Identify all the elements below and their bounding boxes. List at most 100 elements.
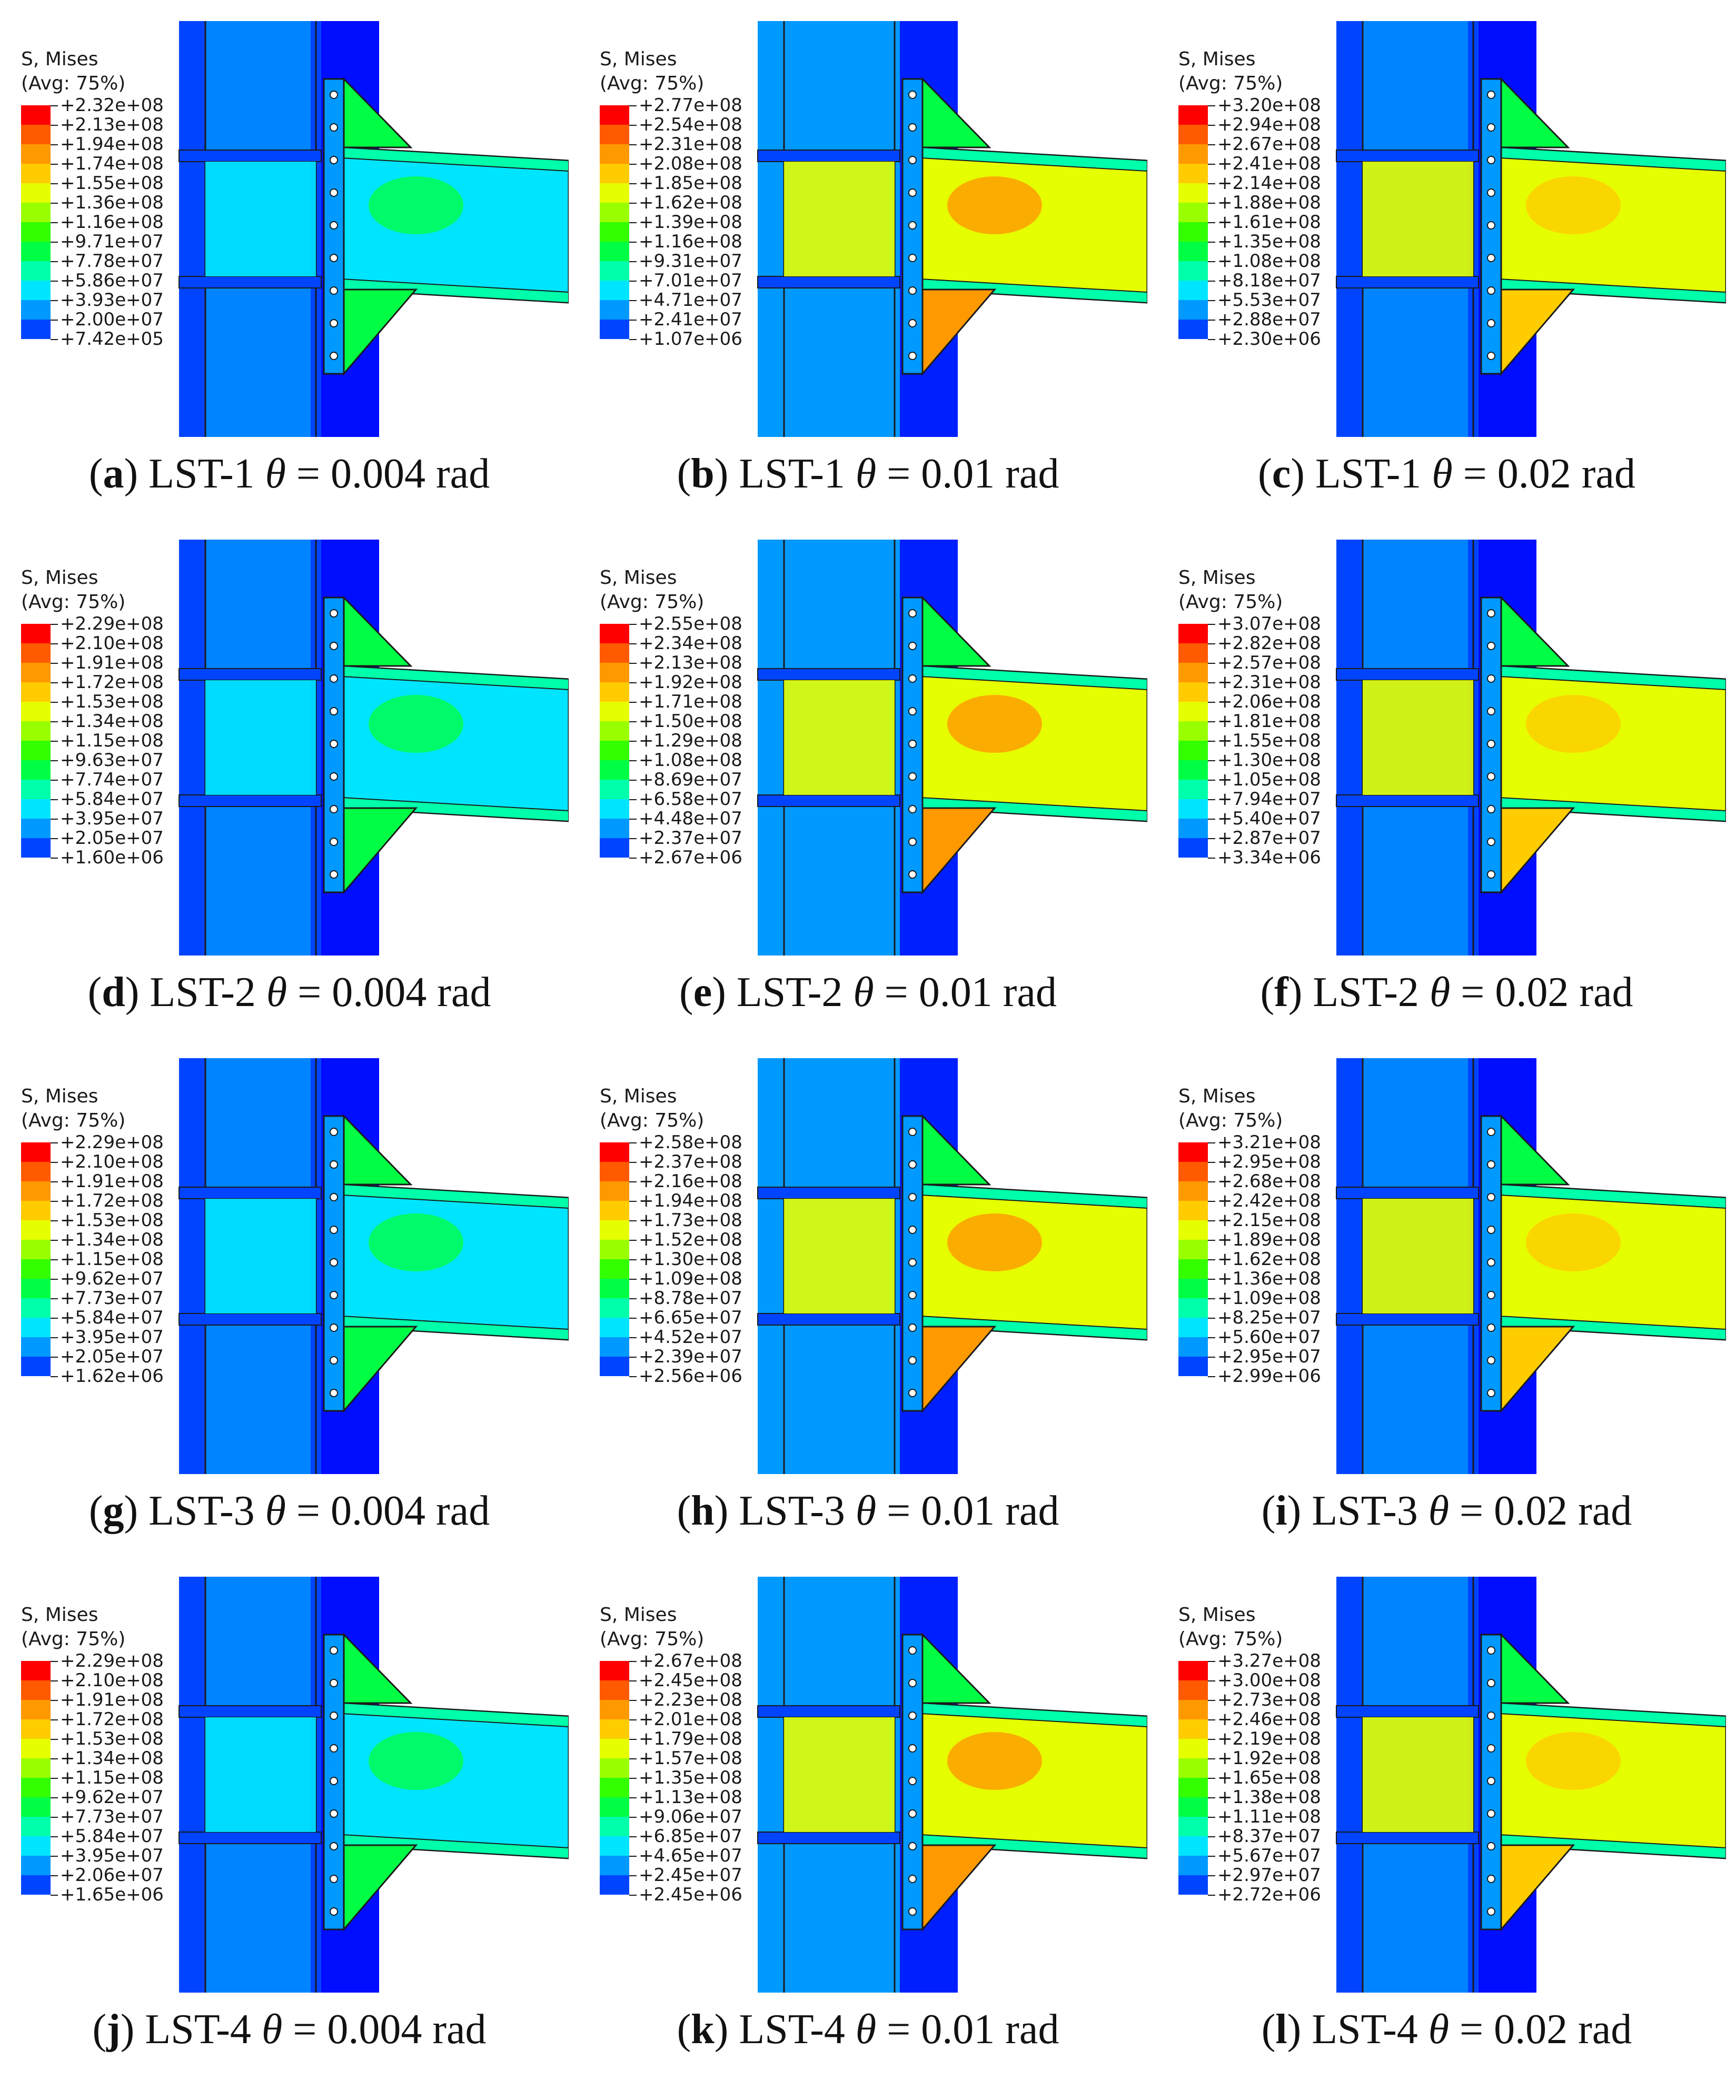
beam-web <box>1499 146 1726 304</box>
bolt-marker <box>1487 91 1495 99</box>
legend-color-swatch <box>21 1357 51 1376</box>
legend-colorbar: +2.77e+08 +2.54e+08 +2.31e+08 +2.08e+08 +1.8… <box>600 96 779 348</box>
legend-tick <box>1208 261 1215 262</box>
legend-subtitle: (Avg: 75%) <box>1178 1628 1283 1650</box>
legend-color-swatch <box>1178 1279 1208 1298</box>
top-stiffener-triangle <box>343 1633 413 1704</box>
legend-color-swatch <box>1178 838 1208 858</box>
legend-tick <box>629 1836 637 1837</box>
legend-color-swatch <box>1178 721 1208 741</box>
panel-caption: (d) LST-2 θ = 0.004 rad <box>87 969 491 1016</box>
legend-color-swatch <box>1178 1700 1208 1719</box>
figure-panel-f: S, Mises (Avg: 75%) +3.07e+08 +2.82e+08 +2.5… <box>1157 519 1736 1037</box>
legend-title: S, Mises <box>600 567 677 589</box>
beam-web <box>341 665 569 822</box>
legend-level-label: +1.91e+08 <box>60 1689 164 1710</box>
legend-color-swatch <box>1178 222 1208 242</box>
legend-tick <box>51 1298 58 1299</box>
top-stiffener-triangle <box>1500 1114 1570 1186</box>
legend-level-label: +1.11e+08 <box>1217 1806 1321 1827</box>
bolt-marker <box>330 221 338 230</box>
stress-concentration-zone <box>947 176 1042 234</box>
specimen-name: LST-1 <box>148 451 255 497</box>
legend-color-swatch <box>21 203 51 222</box>
legend-level-label: +1.53e+08 <box>60 1728 164 1749</box>
bolt-marker <box>1487 221 1495 230</box>
legend-tick <box>51 1856 58 1857</box>
legend-level-label: +2.42e+08 <box>1217 1190 1321 1211</box>
specimen-name: LST-2 <box>150 969 256 1016</box>
legend-level-label: +2.73e+08 <box>1217 1689 1321 1710</box>
theta-symbol: θ <box>1417 1488 1460 1534</box>
contour-legend: S, Mises (Avg: 75%) +2.67e+08 +2.45e+08 +2.2… <box>600 1603 779 1904</box>
legend-color-swatch <box>21 1220 51 1240</box>
figure-panel-l: S, Mises (Avg: 75%) +3.27e+08 +3.00e+08 +2.7… <box>1157 1556 1736 2074</box>
legend-subtitle: (Avg: 75%) <box>600 1110 705 1131</box>
legend-level-label: +2.41e+08 <box>1217 153 1321 174</box>
legend-color-swatch <box>600 1758 629 1778</box>
legend-tick <box>1208 760 1215 761</box>
legend-tick <box>629 741 637 742</box>
panel-letter: e <box>693 969 712 1016</box>
bolt-marker <box>1487 674 1495 683</box>
legend-subtitle: (Avg: 75%) <box>21 1110 126 1131</box>
legend-level-label: +2.54e+08 <box>639 114 742 135</box>
legend-level-label: +6.85e+07 <box>639 1826 742 1847</box>
legend-tick <box>1208 105 1215 106</box>
legend-tick <box>629 1357 637 1358</box>
legend-tick <box>629 819 637 820</box>
legend-level-label: +2.29e+08 <box>60 613 164 634</box>
legend-level-label: +5.84e+07 <box>60 1826 164 1847</box>
bolt-marker <box>1487 156 1495 164</box>
legend-tick <box>1208 624 1215 625</box>
legend-level-label: +5.86e+07 <box>60 270 164 291</box>
continuity-plate-bottom <box>1336 1832 1479 1844</box>
legend-level-label: +2.34e+08 <box>639 633 742 654</box>
specimen-name: LST-1 <box>1315 451 1422 497</box>
legend-tick <box>51 1797 58 1798</box>
legend-tick <box>629 760 637 761</box>
legend-level-label: +1.15e+08 <box>60 730 164 751</box>
top-stiffener-triangle <box>1500 77 1570 148</box>
legend-tick <box>629 799 637 800</box>
legend-tick <box>51 799 58 800</box>
panel-letter: g <box>103 1488 124 1534</box>
legend-colorbar: +2.32e+08 +2.13e+08 +1.94e+08 +1.74e+08 +1.5… <box>21 96 200 348</box>
legend-tick <box>51 1895 58 1896</box>
continuity-plate-top <box>1336 668 1479 681</box>
legend-tick <box>629 682 637 683</box>
legend-tick <box>629 1376 637 1377</box>
stress-concentration-zone <box>369 176 463 234</box>
legend-color-swatch <box>600 799 629 819</box>
legend-title: S, Mises <box>600 1086 677 1107</box>
beam-web <box>920 665 1147 822</box>
legend-color-swatch <box>600 1318 629 1337</box>
legend-subtitle: (Avg: 75%) <box>600 591 705 613</box>
legend-level-label: +2.88e+07 <box>1217 309 1321 330</box>
legend-color-swatch <box>21 624 51 643</box>
legend-tick <box>51 780 58 781</box>
legend-level-label: +1.72e+08 <box>60 672 164 693</box>
top-stiffener-triangle <box>343 1114 413 1186</box>
legend-tick <box>629 1181 637 1182</box>
continuity-plate-top <box>178 150 322 162</box>
legend-tick <box>51 164 58 165</box>
legend-level-label: +2.41e+07 <box>639 309 742 330</box>
legend-tick <box>51 1142 58 1143</box>
rotation-value: = 0.004 rad <box>296 451 490 497</box>
panel-caption: (c) LST-1 θ = 0.02 rad <box>1258 451 1635 497</box>
bolt-marker <box>330 156 338 164</box>
legend-level-label: +1.16e+08 <box>639 231 742 252</box>
stress-concentration-zone <box>369 1213 463 1271</box>
legend-color-swatch <box>21 760 51 780</box>
contour-legend: S, Mises (Avg: 75%) +3.07e+08 +2.82e+08 +2.5… <box>1178 566 1357 867</box>
legend-color-swatch <box>1178 164 1208 183</box>
panel-caption: (i) LST-3 θ = 0.02 rad <box>1261 1488 1632 1534</box>
legend-color-swatch <box>600 741 629 760</box>
continuity-plate-bottom <box>1336 1313 1479 1326</box>
bolt-marker <box>1487 805 1495 813</box>
legend-level-label: +1.65e+06 <box>60 1884 164 1905</box>
panel-zone <box>205 162 316 276</box>
bolt-marker <box>1487 1679 1495 1687</box>
fem-contour-plot <box>1336 21 1726 437</box>
